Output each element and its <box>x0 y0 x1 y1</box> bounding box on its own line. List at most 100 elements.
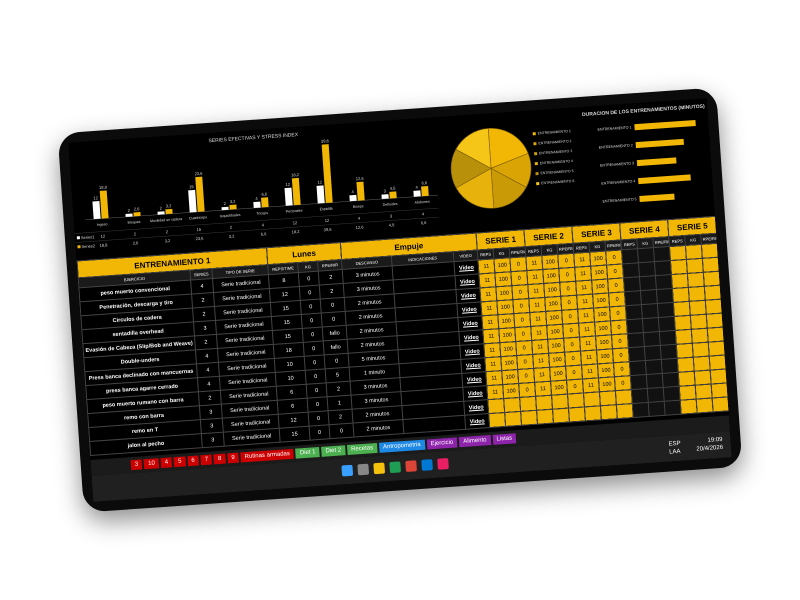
sheet-tab[interactable]: 10 <box>143 458 160 470</box>
tablet: SERIES EFECTIVAS Y STRESS INDEX Ingeso 12… <box>57 87 743 513</box>
cell: 3 <box>201 432 225 448</box>
serie-cell <box>676 343 694 359</box>
serie-cell <box>674 315 692 331</box>
y-tick-label: ENTRENAMIENTO 4 <box>601 179 635 185</box>
serie-cell: 0 <box>613 361 631 377</box>
cell: 0 <box>303 340 325 357</box>
sheet-tab[interactable]: 5 <box>173 456 186 468</box>
serie-cell <box>551 394 569 410</box>
serie-cell: 100 <box>547 338 565 354</box>
search-icon[interactable] <box>357 463 370 476</box>
sheet-tab[interactable]: Diet 1 <box>295 446 320 459</box>
serie-cell <box>583 391 601 407</box>
serie-cell: 0 <box>557 253 575 269</box>
sheet-tab[interactable]: 7 <box>200 454 213 466</box>
bar <box>221 206 229 211</box>
data-label: 3,2 <box>230 199 237 204</box>
serie-cell: 11 <box>482 328 500 344</box>
serie-cell <box>673 301 691 317</box>
start-icon[interactable] <box>341 464 354 477</box>
video-link[interactable]: Video <box>464 413 490 430</box>
serie-cell <box>488 412 506 428</box>
sheet-tab[interactable]: Diet 2 <box>321 445 346 457</box>
sheet-tab[interactable]: Listas <box>492 433 517 445</box>
clock[interactable]: 19:09 20/4/2026 <box>696 436 724 454</box>
sheet-tab[interactable]: Alimento <box>458 435 491 448</box>
serie-cell <box>645 359 663 375</box>
serie-cell: 0 <box>512 298 530 314</box>
serie-cell <box>568 406 586 422</box>
x-tick-label: Abdomen <box>414 200 430 205</box>
serie-cell <box>660 344 678 360</box>
serie-cell <box>536 409 554 425</box>
serie-cell: 11 <box>526 269 544 285</box>
bar <box>157 211 165 215</box>
legend-label: ENTRENAMIENTO 6 <box>541 179 574 185</box>
serie-cell <box>695 383 713 400</box>
cell: 0 <box>301 313 323 329</box>
bar <box>356 181 365 201</box>
serie-cell <box>703 271 721 287</box>
serie-cell: 0 <box>614 375 632 391</box>
serie-cell: 100 <box>541 254 559 270</box>
bar <box>229 204 237 210</box>
cell: 0 <box>299 285 321 301</box>
legend-label: ENTRENAMIENTO 2 <box>538 139 571 145</box>
serie-cell: 11 <box>478 272 496 288</box>
data-table-cell: 2 <box>230 225 233 230</box>
serie-cell <box>621 248 639 264</box>
sheet-tab[interactable]: 9 <box>227 452 240 464</box>
date: 20/4/2026 <box>696 444 724 453</box>
data-table-cell: 12,6 <box>356 224 365 230</box>
serie-cell: 0 <box>559 281 577 297</box>
sheet-tab[interactable]: Rutinas armadas <box>240 448 295 463</box>
serie-cell <box>625 304 643 320</box>
serie-cell: 11 <box>573 252 591 268</box>
serie-cell: 0 <box>562 323 580 339</box>
serie-cell: 11 <box>534 381 552 397</box>
data-table-cell: 2 <box>166 229 169 234</box>
serie-cell: 0 <box>609 305 627 321</box>
cell: 2 minutos <box>353 419 404 438</box>
serie-cell <box>688 286 706 302</box>
legend-label: Series2 <box>81 243 96 249</box>
app-icon[interactable] <box>437 458 449 470</box>
serie-cell: 0 <box>558 267 576 283</box>
serie-cell: 0 <box>563 337 581 353</box>
sheet-tab[interactable]: Recetas <box>346 442 378 456</box>
serie-cell: 100 <box>592 292 610 309</box>
serie-cell: 11 <box>576 294 594 310</box>
edge-icon[interactable] <box>421 459 433 471</box>
sheet-tab[interactable]: 3 <box>130 459 143 471</box>
serie-cell: 11 <box>477 258 495 274</box>
pie-slice <box>455 167 495 209</box>
legend-swatch <box>533 142 537 146</box>
bar <box>133 212 141 217</box>
legend-label: ENTRENAMIENTO 3 <box>539 149 572 155</box>
excel-icon[interactable] <box>389 461 402 474</box>
serie-cell <box>631 388 649 404</box>
serie-cell <box>622 262 640 278</box>
x-tick-label: Movilidad en cadera <box>150 217 182 223</box>
legend-swatch <box>534 152 538 156</box>
sheet-tab[interactable]: 6 <box>187 455 200 467</box>
serie-cell: 0 <box>607 277 625 293</box>
bar <box>389 191 397 199</box>
sheet-tab[interactable]: 8 <box>213 453 226 465</box>
legend-label: ENTRENAMIENTO 5 <box>540 169 573 175</box>
serie-cell <box>679 385 697 401</box>
sheet-tab[interactable]: 4 <box>160 457 173 469</box>
serie-cell <box>624 290 642 306</box>
serie-cell: 0 <box>610 319 628 335</box>
language[interactable]: ESP LAA <box>668 440 681 457</box>
serie-cell: 100 <box>493 257 511 273</box>
sheet-tab[interactable]: Ejercicio <box>426 437 458 450</box>
screen: SERIES EFECTIVAS Y STRESS INDEX Ingeso 12… <box>68 98 732 502</box>
bar <box>349 194 357 202</box>
explorer-icon[interactable] <box>373 462 386 475</box>
chrome-icon[interactable] <box>405 460 417 472</box>
serie-cell: 11 <box>578 321 596 338</box>
data-label: 23,6 <box>194 171 203 177</box>
serie-cell <box>708 340 726 357</box>
sheet-tab[interactable]: Antropometria <box>378 439 426 453</box>
